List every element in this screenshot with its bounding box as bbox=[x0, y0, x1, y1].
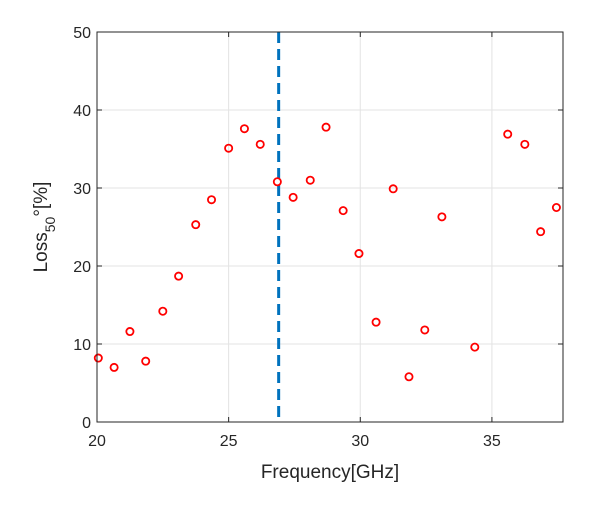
y-tick-label: 30 bbox=[73, 181, 91, 198]
y-axis-label-sub: 50 bbox=[42, 216, 58, 232]
data-point-24 bbox=[520, 139, 530, 149]
data-point-16 bbox=[354, 249, 364, 259]
y-tick-label: 40 bbox=[73, 103, 91, 120]
plot-area bbox=[97, 32, 563, 422]
y-axis-label-tail: °[%] bbox=[31, 182, 52, 217]
x-axis-label: Frequency[GHz] bbox=[261, 462, 399, 483]
data-point-11 bbox=[272, 177, 282, 187]
data-point-18 bbox=[388, 184, 398, 194]
data-point-20 bbox=[420, 325, 430, 335]
data-point-10 bbox=[255, 139, 265, 149]
data-point-17 bbox=[371, 317, 381, 327]
data-point-15 bbox=[338, 206, 348, 216]
data-point-23 bbox=[503, 129, 513, 139]
data-point-21 bbox=[437, 212, 447, 222]
data-point-3 bbox=[141, 356, 151, 366]
x-axis-ticks: 20 25 30 35 bbox=[88, 32, 501, 450]
y-tick-label: 20 bbox=[73, 259, 91, 276]
data-point-9 bbox=[239, 124, 249, 134]
data-point-7 bbox=[207, 195, 217, 205]
y-tick-label: 50 bbox=[73, 25, 91, 42]
y-tick-label: 10 bbox=[73, 337, 91, 354]
x-tick-label: 30 bbox=[351, 433, 369, 450]
data-point-2 bbox=[125, 327, 135, 337]
data-point-5 bbox=[174, 271, 184, 281]
y-tick-label: 0 bbox=[82, 415, 91, 432]
x-tick-label: 25 bbox=[220, 433, 238, 450]
data-point-25 bbox=[536, 227, 546, 237]
data-points bbox=[93, 122, 561, 382]
data-point-13 bbox=[305, 175, 315, 185]
data-point-8 bbox=[224, 143, 234, 153]
data-point-14 bbox=[321, 122, 331, 132]
plot-frame bbox=[96, 31, 564, 423]
data-point-6 bbox=[191, 220, 201, 230]
x-tick-label: 20 bbox=[88, 433, 106, 450]
data-point-1 bbox=[109, 362, 119, 372]
y-axis-label: Loss50°[%] bbox=[31, 182, 58, 273]
data-point-19 bbox=[404, 372, 414, 382]
data-point-22 bbox=[470, 342, 480, 352]
y-axis-label-main: Loss bbox=[31, 232, 52, 272]
data-point-26 bbox=[551, 202, 561, 212]
x-tick-label: 35 bbox=[483, 433, 501, 450]
data-point-12 bbox=[288, 192, 298, 202]
y-axis-ticks: 0 10 20 30 40 50 bbox=[73, 25, 563, 432]
data-point-0 bbox=[93, 353, 103, 363]
data-point-4 bbox=[158, 306, 168, 316]
